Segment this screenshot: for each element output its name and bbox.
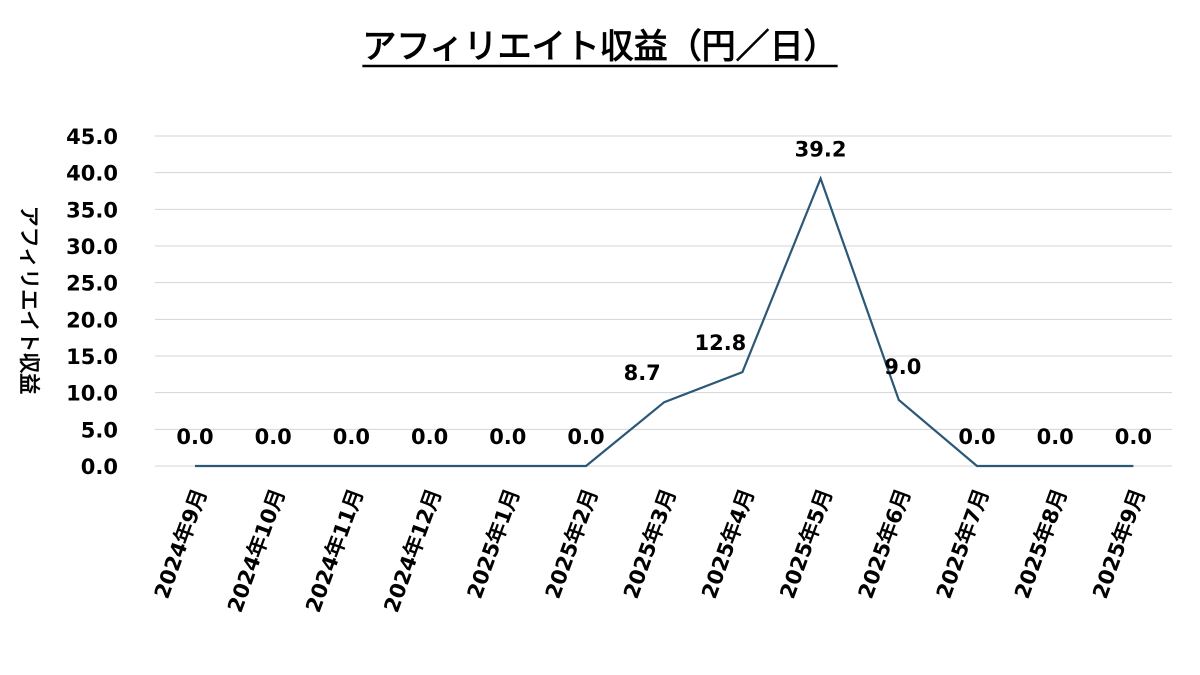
data-label: 0.0 [411, 425, 448, 449]
y-axis-label: アフィリエイト収益 [17, 206, 41, 395]
x-tick-label: 2025年8月 [1010, 486, 1072, 602]
y-tick-label: 45.0 [66, 125, 118, 149]
x-tick-label: 2025年5月 [775, 486, 837, 602]
data-label: 0.0 [1037, 425, 1074, 449]
data-label: 0.0 [333, 425, 370, 449]
data-label: 0.0 [958, 425, 995, 449]
y-tick-label: 35.0 [66, 198, 118, 222]
x-tick-label: 2025年4月 [697, 486, 759, 602]
data-label: 9.0 [884, 355, 921, 379]
x-tick-label: 2025年1月 [463, 486, 525, 602]
data-labels: 0.0 0.0 0.0 0.0 0.0 0.0 8.7 12.8 39.2 9.0 0.0 0.0 0.… [176, 138, 1152, 449]
series-line [195, 175, 1134, 468]
data-label: 0.0 [489, 425, 526, 449]
y-tick-label: 15.0 [66, 345, 118, 369]
x-axis-ticks: 2024年9月 2024年10月 2024年11月 2024年12月 2025年1月 20… [150, 486, 1150, 616]
data-label: 39.2 [795, 138, 847, 162]
x-tick-label: 2025年3月 [619, 486, 681, 602]
y-axis-ticks: 0.0 5.0 10.0 15.0 20.0 25.0 30.0 35.0 40.0 45.0 [66, 125, 118, 479]
x-tick-label: 2024年12月 [379, 486, 446, 616]
data-label: 0.0 [567, 425, 604, 449]
data-label: 0.0 [1115, 425, 1152, 449]
data-label: 0.0 [255, 425, 292, 449]
y-tick-label: 10.0 [66, 382, 118, 406]
x-tick-label: 2025年6月 [854, 486, 916, 602]
x-tick-label: 2025年2月 [541, 486, 603, 602]
x-tick-label: 2024年10月 [223, 486, 290, 616]
y-tick-label: 25.0 [66, 272, 118, 296]
data-label: 8.7 [624, 361, 661, 385]
y-tick-label: 30.0 [66, 235, 118, 259]
x-tick-label: 2025年7月 [932, 486, 994, 602]
gridlines [155, 135, 1172, 467]
y-tick-label: 5.0 [81, 418, 118, 442]
data-label: 0.0 [176, 425, 213, 449]
x-tick-label: 2024年11月 [301, 486, 368, 616]
y-tick-label: 20.0 [66, 308, 118, 332]
x-tick-label: 2024年9月 [150, 486, 212, 602]
y-tick-label: 0.0 [81, 455, 118, 479]
x-tick-label: 2025年9月 [1088, 486, 1150, 602]
chart-title: アフィリエイト収益（円／日） [362, 27, 837, 67]
series-line-group [195, 175, 1134, 468]
data-label: 12.8 [694, 331, 746, 355]
y-tick-label: 40.0 [66, 162, 118, 186]
